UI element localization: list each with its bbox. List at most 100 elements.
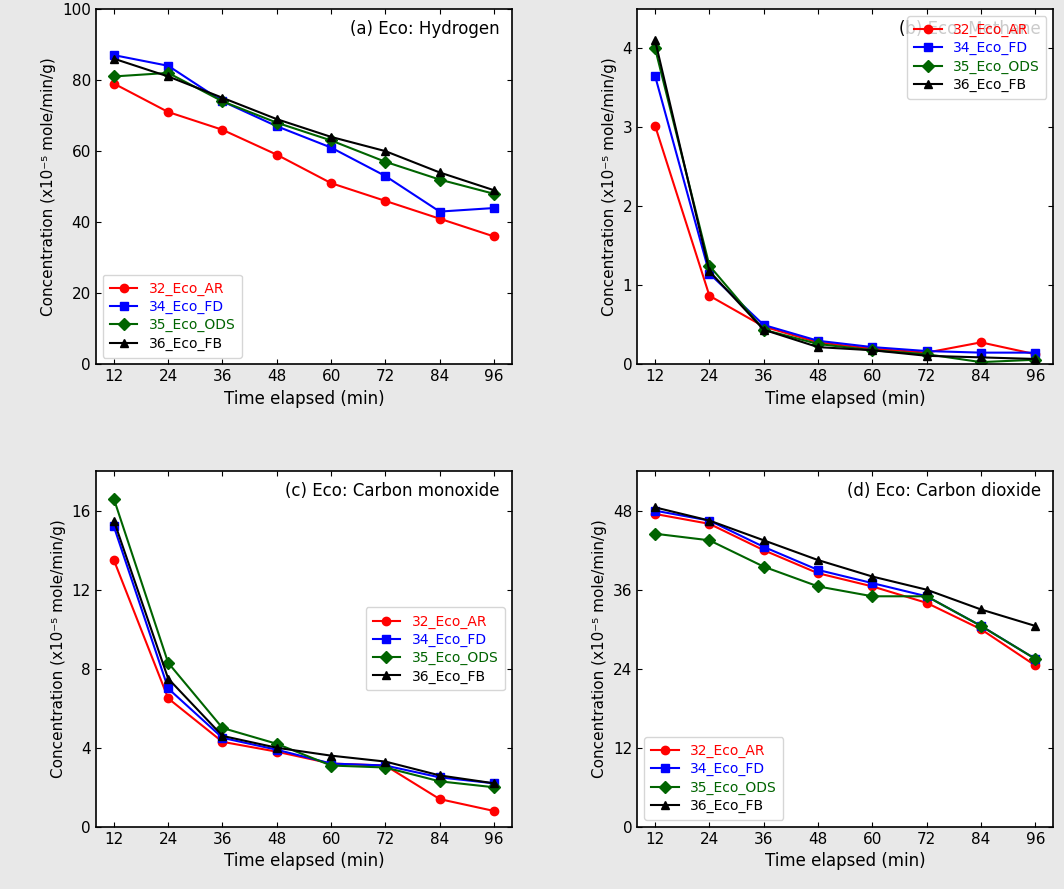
35_Eco_ODS (216, 723, 229, 733)
32_Eco_AR (758, 545, 770, 556)
36_Eco_FB (812, 555, 825, 565)
36_Eco_FB (866, 572, 879, 582)
35_Eco_ODS (812, 581, 825, 592)
Line: 32_Eco_AR: 32_Eco_AR (651, 509, 1040, 669)
34_Eco_FD (433, 772, 446, 782)
Text: (b) Eco: Methane: (b) Eco: Methane (899, 20, 1041, 37)
36_Eco_FB (920, 584, 933, 595)
35_Eco_ODS (107, 71, 120, 82)
35_Eco_ODS (1029, 355, 1042, 365)
36_Eco_FB (270, 742, 283, 753)
36_Eco_FB (433, 167, 446, 178)
32_Eco_AR (1029, 348, 1042, 359)
32_Eco_AR (216, 124, 229, 135)
32_Eco_AR (379, 760, 392, 771)
35_Eco_ODS (487, 188, 500, 199)
34_Eco_FD (216, 733, 229, 743)
36_Eco_FB (487, 778, 500, 789)
35_Eco_ODS (649, 528, 662, 539)
X-axis label: Time elapsed (min): Time elapsed (min) (223, 390, 384, 408)
36_Eco_FB (216, 92, 229, 103)
34_Eco_FD (920, 591, 933, 602)
35_Eco_ODS (162, 68, 174, 78)
35_Eco_ODS (162, 658, 174, 669)
32_Eco_AR (325, 758, 337, 769)
36_Eco_FB (107, 53, 120, 64)
32_Eco_AR (703, 291, 716, 301)
36_Eco_FB (975, 605, 987, 615)
32_Eco_AR (433, 794, 446, 805)
Line: 34_Eco_FD: 34_Eco_FD (651, 507, 1040, 663)
36_Eco_FB (162, 673, 174, 684)
36_Eco_FB (758, 324, 770, 335)
X-axis label: Time elapsed (min): Time elapsed (min) (765, 390, 926, 408)
32_Eco_AR (487, 805, 500, 816)
Line: 32_Eco_AR: 32_Eco_AR (110, 556, 498, 815)
34_Eco_FD (649, 505, 662, 516)
Legend: 32_Eco_AR, 34_Eco_FD, 35_Eco_ODS, 36_Eco_FB: 32_Eco_AR, 34_Eco_FD, 35_Eco_ODS, 36_Eco… (644, 737, 783, 820)
Line: 35_Eco_ODS: 35_Eco_ODS (110, 68, 498, 198)
36_Eco_FB (1029, 354, 1042, 364)
Line: 32_Eco_AR: 32_Eco_AR (110, 79, 498, 241)
35_Eco_ODS (107, 493, 120, 504)
34_Eco_FD (107, 521, 120, 532)
36_Eco_FB (107, 516, 120, 526)
35_Eco_ODS (920, 591, 933, 602)
36_Eco_FB (975, 352, 987, 363)
35_Eco_ODS (975, 621, 987, 631)
34_Eco_FD (812, 335, 825, 346)
35_Eco_ODS (703, 260, 716, 271)
35_Eco_ODS (270, 739, 283, 749)
34_Eco_FD (270, 744, 283, 755)
34_Eco_FD (325, 142, 337, 153)
35_Eco_ODS (433, 776, 446, 787)
35_Eco_ODS (379, 156, 392, 167)
36_Eco_FB (379, 146, 392, 156)
Legend: 32_Eco_AR, 34_Eco_FD, 35_Eco_ODS, 36_Eco_FB: 32_Eco_AR, 34_Eco_FD, 35_Eco_ODS, 36_Eco… (907, 16, 1046, 99)
35_Eco_ODS (920, 348, 933, 359)
35_Eco_ODS (487, 782, 500, 793)
32_Eco_AR (866, 343, 879, 354)
36_Eco_FB (703, 266, 716, 276)
32_Eco_AR (162, 107, 174, 117)
35_Eco_ODS (1029, 653, 1042, 664)
36_Eco_FB (866, 345, 879, 356)
35_Eco_ODS (758, 324, 770, 335)
Line: 36_Eco_FB: 36_Eco_FB (110, 517, 498, 788)
34_Eco_FD (975, 621, 987, 631)
35_Eco_ODS (649, 43, 662, 53)
Y-axis label: Concentration (x10⁻⁵ mole/min/g): Concentration (x10⁻⁵ mole/min/g) (602, 57, 617, 316)
32_Eco_AR (975, 624, 987, 635)
35_Eco_ODS (812, 339, 825, 349)
Line: 36_Eco_FB: 36_Eco_FB (110, 54, 498, 195)
Line: 34_Eco_FD: 34_Eco_FD (651, 72, 1040, 356)
Line: 36_Eco_FB: 36_Eco_FB (651, 503, 1040, 630)
34_Eco_FD (703, 268, 716, 279)
36_Eco_FB (216, 731, 229, 741)
34_Eco_FD (1029, 653, 1042, 664)
35_Eco_ODS (325, 135, 337, 146)
32_Eco_AR (107, 555, 120, 565)
32_Eco_AR (270, 747, 283, 757)
34_Eco_FD (487, 203, 500, 213)
32_Eco_AR (379, 196, 392, 206)
35_Eco_ODS (216, 96, 229, 107)
34_Eco_FD (758, 541, 770, 552)
32_Eco_AR (703, 518, 716, 529)
32_Eco_AR (649, 509, 662, 519)
34_Eco_FD (866, 341, 879, 352)
Y-axis label: Concentration (x10⁻⁵ mole/min/g): Concentration (x10⁻⁵ mole/min/g) (592, 519, 608, 779)
32_Eco_AR (812, 568, 825, 579)
Text: (d) Eco: Carbon dioxide: (d) Eco: Carbon dioxide (847, 482, 1041, 500)
32_Eco_AR (107, 78, 120, 89)
34_Eco_FD (812, 565, 825, 575)
34_Eco_FD (433, 206, 446, 217)
Text: (c) Eco: Carbon monoxide: (c) Eco: Carbon monoxide (285, 482, 500, 500)
36_Eco_FB (920, 350, 933, 361)
36_Eco_FB (649, 502, 662, 513)
Legend: 32_Eco_AR, 34_Eco_FD, 35_Eco_ODS, 36_Eco_FB: 32_Eco_AR, 34_Eco_FD, 35_Eco_ODS, 36_Eco… (366, 607, 505, 691)
34_Eco_FD (866, 578, 879, 589)
Line: 35_Eco_ODS: 35_Eco_ODS (110, 494, 498, 791)
36_Eco_FB (325, 750, 337, 761)
34_Eco_FD (487, 778, 500, 789)
